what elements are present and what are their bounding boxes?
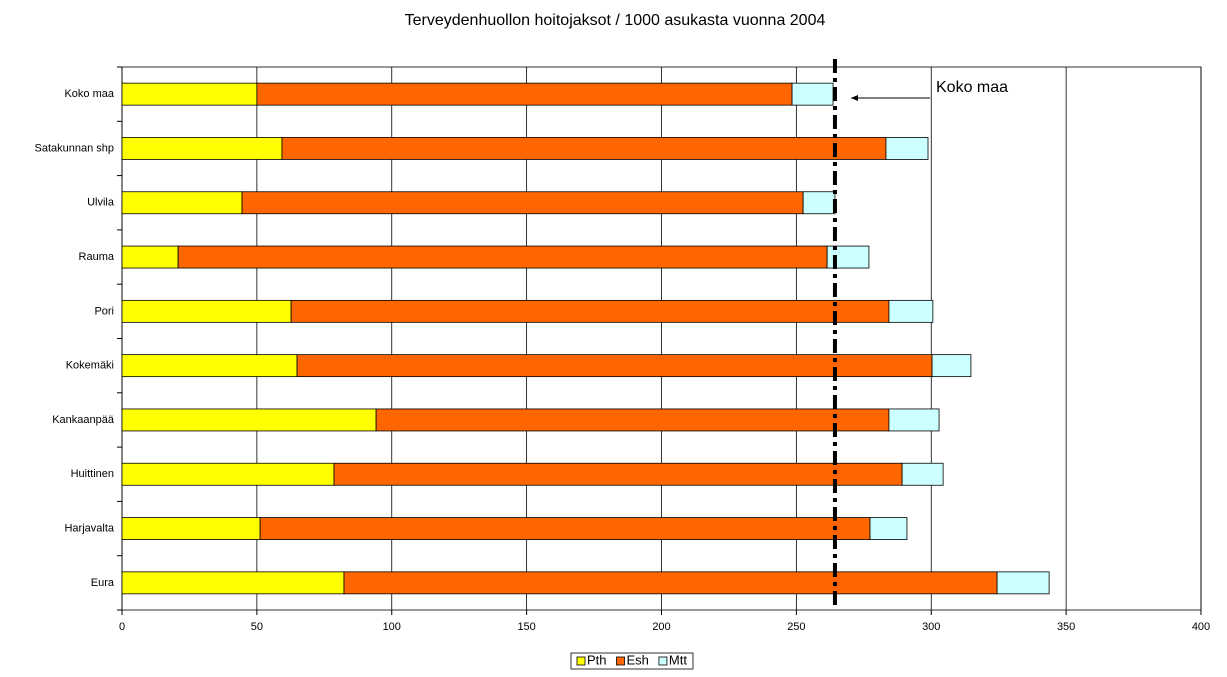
y-tick-label: Harjavalta <box>64 522 114 534</box>
bar-segment <box>121 571 345 595</box>
y-tick-label: Huittinen <box>71 468 114 480</box>
y-tick-label: Kankaanpää <box>52 414 115 426</box>
bar-segment <box>826 245 870 269</box>
bar-segment <box>121 137 283 160</box>
bar-segment <box>121 191 243 215</box>
bar-segment <box>888 408 940 432</box>
bar-segment <box>888 299 934 323</box>
bar-segment <box>259 517 871 540</box>
chart-title: Terveydenhuollon hoitojaksot / 1000 asuk… <box>405 12 826 29</box>
legend-label: Pth <box>587 652 607 667</box>
bar-segment <box>121 299 292 323</box>
bar-segment <box>869 517 908 540</box>
y-tick-label: Kokemäki <box>66 360 114 372</box>
y-tick-label: Pori <box>94 305 114 317</box>
bar-segment <box>177 245 828 269</box>
bar-segment <box>333 462 903 486</box>
bar-segment <box>121 462 335 486</box>
legend-label: Esh <box>627 652 649 667</box>
bar-segment <box>791 82 834 106</box>
y-tick-label: Rauma <box>79 251 115 263</box>
bar-segment <box>885 137 929 160</box>
x-tick-label: 200 <box>652 621 670 633</box>
annotation: Koko maa <box>936 79 1008 96</box>
bar-segment <box>121 354 298 378</box>
bar-segment <box>802 191 836 215</box>
bar-segment <box>121 82 258 106</box>
x-tick-label: 250 <box>787 621 805 633</box>
legend-label: Mtt <box>669 652 687 667</box>
bar-segment <box>121 245 179 269</box>
y-tick-label: Ulvila <box>87 197 115 209</box>
x-tick-label: 50 <box>251 621 263 633</box>
bar-segment <box>121 408 377 432</box>
legend-swatch <box>658 656 668 666</box>
bar-segment <box>290 299 890 323</box>
bar-segment <box>241 191 804 215</box>
bar-segment <box>343 571 998 595</box>
x-tick-label: 400 <box>1192 621 1210 633</box>
x-tick-label: 100 <box>383 621 401 633</box>
bar-segment <box>121 517 261 540</box>
bar-segment <box>931 354 972 378</box>
bar-segment <box>901 462 944 486</box>
legend: Pth Esh Mtt <box>570 652 694 670</box>
x-tick-label: 300 <box>922 621 940 633</box>
x-tick-label: 150 <box>517 621 535 633</box>
bar-segment <box>375 408 890 432</box>
x-tick-label: 350 <box>1057 621 1075 633</box>
y-tick-label: Eura <box>91 577 115 589</box>
bar-segment <box>281 137 887 160</box>
y-tick-label: Satakunnan shp <box>34 142 114 154</box>
y-tick-label: Koko maa <box>64 88 114 100</box>
bar-segment <box>256 82 793 106</box>
legend-swatch <box>576 656 586 666</box>
x-tick-label: 0 <box>119 621 125 633</box>
bar-segment <box>996 571 1050 595</box>
legend-swatch <box>616 656 625 666</box>
